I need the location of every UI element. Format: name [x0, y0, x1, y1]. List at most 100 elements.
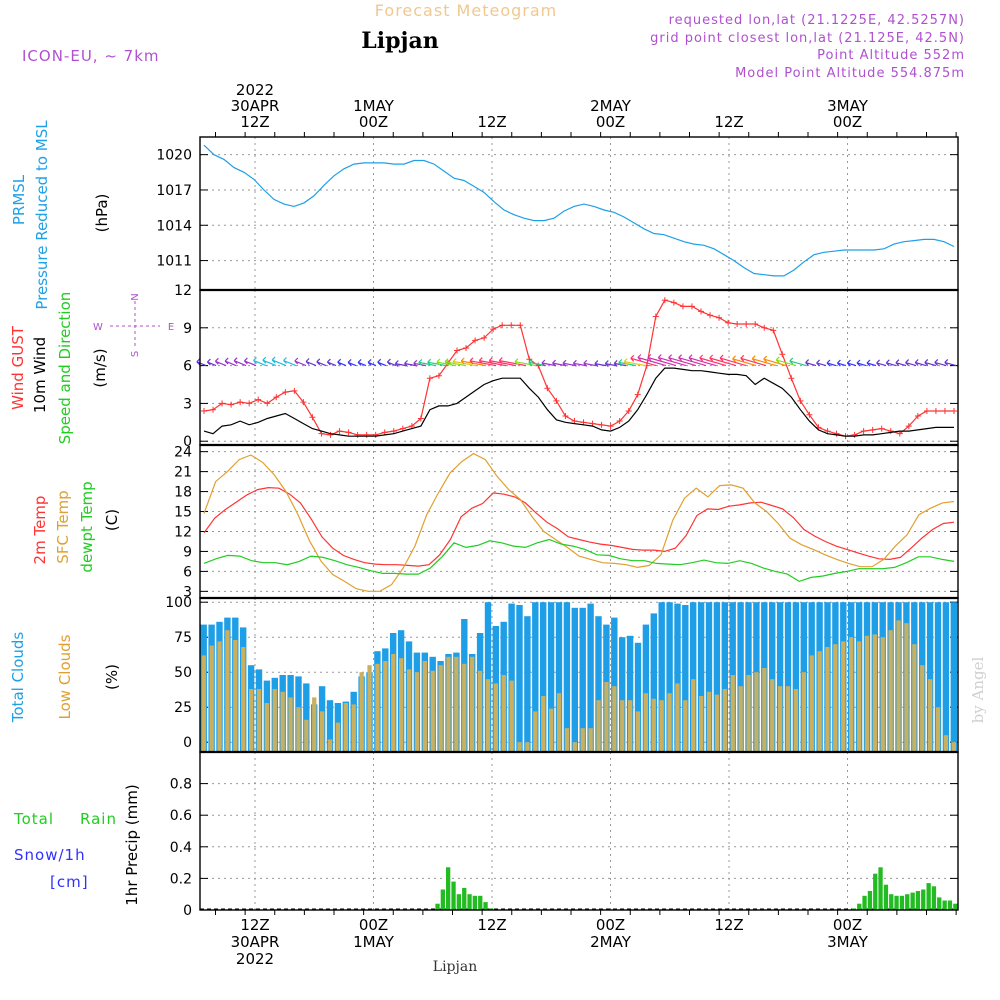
wind-direction-arrow: [623, 358, 647, 367]
gust-point: [300, 399, 307, 406]
precip-bar: [862, 895, 867, 910]
low-cloud-bar: [335, 722, 341, 752]
low-cloud-bar: [256, 689, 262, 752]
top-date-label: 00Z: [359, 113, 388, 131]
precip-ytick-label: 0: [183, 903, 192, 919]
grid-point-location: grid point closest lon,lat (21.125E, 42.…: [650, 31, 965, 46]
low-cloud-bar: [699, 696, 704, 752]
low-cloud-bar: [691, 679, 696, 752]
gust-point: [923, 407, 930, 414]
low-cloud-bar: [659, 700, 664, 752]
low-cloud-bar: [620, 700, 625, 752]
total-cloud-bar: [926, 602, 934, 752]
gust-point: [661, 297, 668, 304]
temp-ytick-label: 15: [174, 505, 192, 521]
precip-bar: [894, 895, 899, 910]
wind-direction-arrow: [469, 357, 497, 367]
low-cloud-bar: [217, 641, 222, 752]
wind-direction-arrow: [594, 360, 607, 368]
precip-ytick-label: 0.2: [170, 871, 192, 887]
precip-ytick-label: 0.8: [170, 777, 192, 793]
low-cloud-bar: [517, 742, 522, 752]
low-cloud-bar: [588, 728, 593, 752]
precip-panel: 0 0.2 0.4 0.6 0.8: [170, 752, 958, 919]
gust-label: Wind GUST: [9, 325, 27, 410]
precip-bar: [867, 891, 873, 910]
low-cloud-bar: [249, 689, 254, 752]
total-cloud-bar: [942, 602, 950, 752]
wind-direction-arrow: [668, 354, 697, 367]
low-cloud-bar: [470, 656, 475, 752]
low-cloud-bar: [904, 623, 909, 752]
low-cloud-bar: [462, 663, 467, 752]
gust-point: [679, 303, 686, 310]
precip-total-label: Total: [13, 810, 54, 828]
clouds-panel: 0 25 50 75 100: [165, 595, 958, 752]
low-cloud-bar: [864, 635, 870, 752]
gust-point: [273, 394, 280, 401]
gust-point: [363, 431, 370, 438]
total-cloud-bar: [705, 602, 713, 752]
wind-direction-arrow: [572, 359, 587, 367]
low-cloud-bar: [951, 742, 956, 752]
wind-direction-arrow: [367, 358, 377, 367]
precip-bar: [883, 884, 889, 910]
wind-unit: (m/s): [91, 348, 109, 387]
t2m-label: 2m Temp: [31, 496, 49, 565]
total-cloud-bar: [674, 603, 681, 752]
low-cloud-bar: [675, 683, 680, 752]
total-cloud-bar: [697, 602, 705, 752]
low-cloud-bar: [825, 647, 830, 752]
total-cloud-bar: [555, 602, 563, 752]
snow-unit-label: [cm]: [50, 873, 89, 891]
gust-point: [264, 400, 271, 407]
gust-point: [499, 322, 506, 329]
wind-direction-arrow: [394, 360, 407, 368]
gust-point: [598, 421, 605, 428]
total-cloud-bar: [571, 607, 578, 752]
gust-point: [246, 400, 253, 407]
pressure-line: [203, 144, 955, 277]
bottom-date-label: 12Z: [477, 916, 506, 934]
top-date-label: 12Z: [477, 113, 506, 131]
temp-ytick-label: 12: [174, 524, 192, 540]
wind-direction-arrow: [413, 359, 427, 367]
precip-bar: [899, 895, 905, 910]
gust-point: [345, 429, 352, 436]
wind-labels: Wind GUST 10m Wind Speed and Direction (…: [9, 292, 174, 445]
precip-bar: [873, 873, 878, 910]
top-date-label: 12Z: [714, 113, 743, 131]
precip-bar: [456, 894, 461, 910]
temp-ytick-label: 24: [174, 445, 192, 461]
total-cloud-bar: [650, 613, 657, 752]
low-cloud-bar: [896, 620, 901, 752]
gust-point: [625, 407, 632, 414]
gust-point: [725, 319, 732, 326]
gust-point: [481, 334, 488, 341]
gust-point: [309, 414, 316, 421]
wind-direction-arrow: [905, 359, 917, 367]
footer-station: Lipjan: [433, 959, 477, 975]
low-cloud-bar: [454, 656, 459, 752]
bottom-date-label: 30APR: [231, 933, 280, 951]
gust-point: [553, 397, 560, 404]
bottom-date-label: 1MAY: [353, 933, 395, 951]
precip-axis-label: 1hr Precip (mm): [123, 784, 141, 905]
wind-direction-arrow: [678, 354, 707, 367]
precip-labels: Total Rain Snow/1h [cm] 1hr Precip (mm): [13, 784, 141, 905]
low-cloud-bar: [280, 691, 285, 752]
wind-direction-arrow: [418, 358, 437, 367]
gust-point: [219, 400, 226, 407]
precip-bar: [942, 900, 947, 910]
top-date-label: 1MAY: [353, 97, 395, 115]
low-cloud-bar: [383, 661, 388, 752]
low-cloud-bar: [446, 656, 451, 752]
clouds-ytick-label: 75: [174, 630, 192, 646]
precip-bar: [446, 867, 451, 910]
wind-direction-arrow: [751, 355, 777, 367]
wind-direction-arrow: [876, 359, 887, 367]
gust-point: [941, 407, 948, 414]
wind-direction-arrow: [775, 356, 797, 367]
low-cloud-bar: [872, 634, 877, 752]
